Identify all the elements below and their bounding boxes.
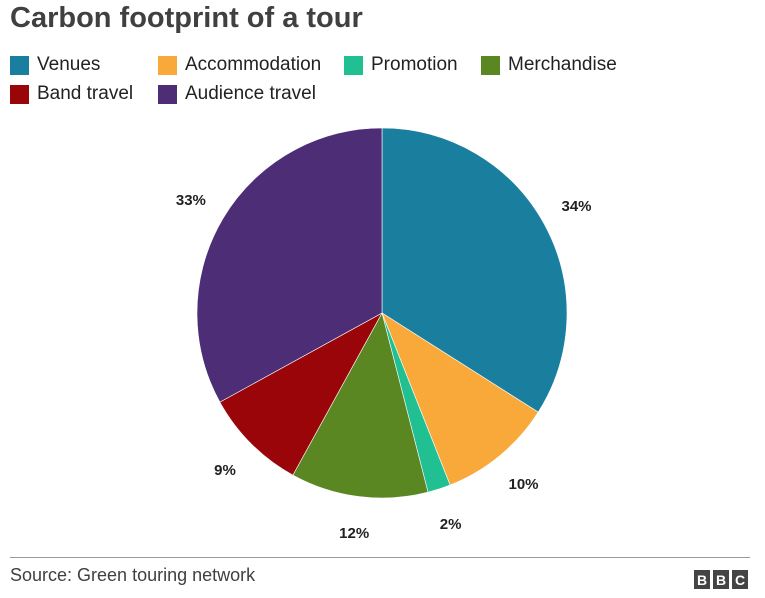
legend-swatch-audience-travel — [158, 84, 177, 104]
legend-item-band-travel: Band travel — [10, 83, 133, 105]
legend-swatch-band-travel — [10, 84, 29, 104]
value-label-promotion: 2% — [440, 516, 462, 533]
legend-label-accommodation: Accommodation — [185, 54, 322, 75]
pie-slice-audience-travel — [196, 127, 383, 403]
legend-item-accommodation: Accommodation — [158, 54, 321, 76]
logo-letter: B — [694, 570, 710, 589]
legend-swatch-merchandise — [481, 55, 500, 75]
pie-slice-merchandise — [292, 312, 429, 499]
legend-label-promotion: Promotion — [371, 54, 458, 75]
footer-divider — [10, 557, 750, 558]
legend-label-venues: Venues — [37, 54, 101, 75]
value-label-merchandise: 12% — [339, 525, 369, 542]
value-label-accommodation: 10% — [508, 476, 538, 493]
legend-item-audience-travel: Audience travel — [158, 83, 316, 105]
legend-item-promotion: Promotion — [344, 54, 458, 76]
pie-slices — [196, 127, 568, 499]
pie-value-labels: 34% 10% 2% 12% 9% 33% — [176, 192, 592, 542]
source-note: Source: Green touring network — [10, 565, 256, 585]
legend-label-band-travel: Band travel — [37, 83, 134, 104]
chart-title: Carbon footprint of a tour — [10, 2, 363, 34]
legend-item-merchandise: Merchandise — [481, 54, 617, 76]
legend-label-merchandise: Merchandise — [508, 54, 617, 75]
legend-swatch-accommodation — [158, 55, 177, 75]
legend-swatch-promotion — [344, 55, 363, 75]
logo-letter: B — [713, 570, 729, 589]
pie-slice-venues — [381, 127, 568, 413]
value-label-venues: 34% — [561, 198, 591, 215]
legend-item-venues: Venues — [10, 54, 100, 76]
legend-label-audience-travel: Audience travel — [185, 83, 316, 104]
value-label-audience-travel: 33% — [176, 192, 206, 209]
logo-letter: C — [732, 570, 748, 589]
legend-swatch-venues — [10, 55, 29, 75]
legend: Venues Accommodation Promotion Merchandi… — [10, 54, 710, 114]
value-label-band-travel: 9% — [214, 462, 236, 479]
pie-slice-accommodation — [381, 312, 539, 486]
bbc-logo: B B C — [694, 570, 748, 589]
pie-slice-band-travel — [219, 312, 383, 476]
